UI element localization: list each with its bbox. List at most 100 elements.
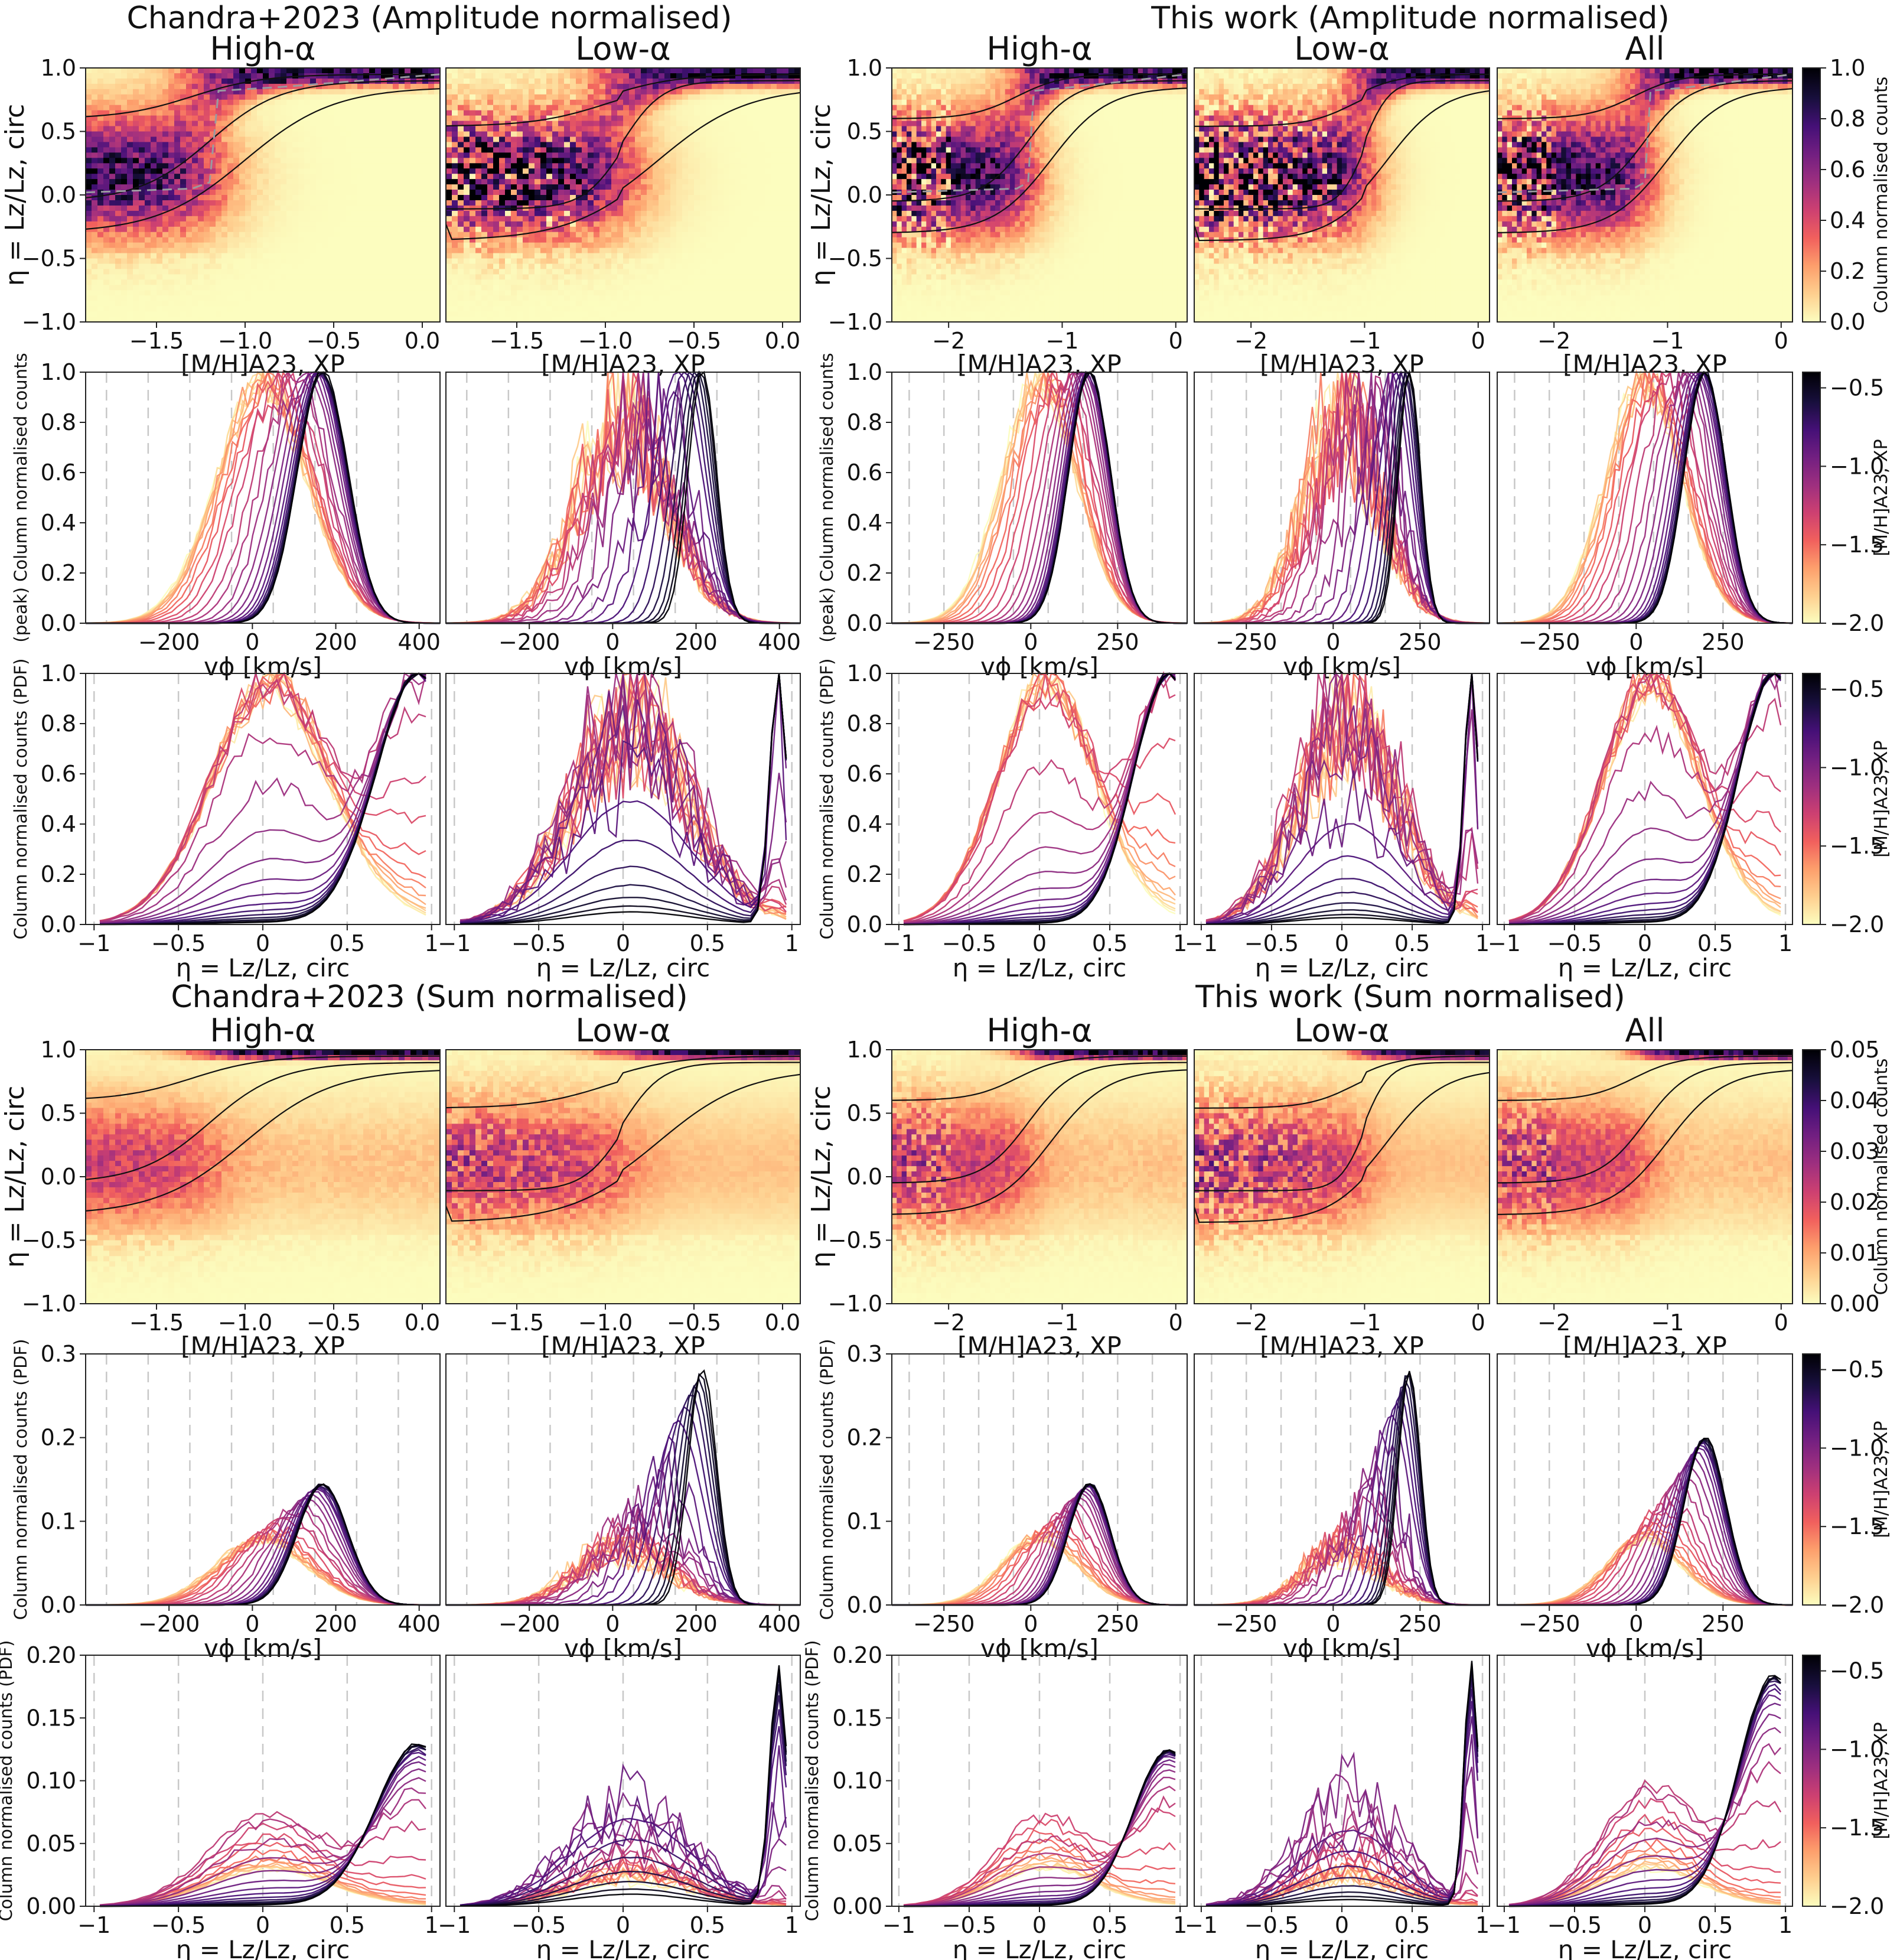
heatmap-cell [139, 73, 145, 79]
heatmap-cell [127, 259, 133, 265]
heatmap-cell [97, 158, 104, 164]
heatmap-cell [168, 211, 175, 217]
heatmap-cell [151, 110, 157, 116]
heatmap-cell [204, 211, 210, 217]
heatmap-cell [204, 200, 210, 206]
heatmap-cell [127, 274, 133, 280]
heatmap-cell [162, 89, 169, 95]
heatmap-cell [151, 206, 157, 211]
heatmap-cell [103, 126, 110, 132]
heatmap-cell [109, 79, 116, 84]
heatmap-cell [103, 285, 110, 291]
heatmap-cell [204, 195, 210, 201]
heatmap-cell [204, 269, 210, 275]
heatmap-cell [97, 105, 104, 111]
heatmap-cell [204, 279, 210, 285]
heatmap-cell [216, 95, 222, 100]
heatmap-cell [180, 121, 187, 127]
heatmap-cell [121, 100, 128, 106]
heatmap-cell [86, 126, 92, 132]
heatmap-cell [133, 269, 139, 275]
supertitle-this-sum: This work (Sum normalised) [1195, 979, 1625, 1015]
heatmap-cell [162, 279, 169, 285]
heatmap-cell [127, 243, 133, 249]
heatmap-cell [103, 306, 110, 312]
heatmap-cell [115, 132, 122, 138]
heatmap-cell [151, 237, 157, 243]
heatmap-cell [180, 211, 187, 217]
heatmap-cell [162, 147, 169, 153]
heatmap-cell [115, 142, 122, 148]
heatmap-cell [133, 206, 139, 211]
heatmap-cell [133, 237, 139, 243]
heatmap-cell [221, 95, 228, 100]
heatmap-cell [186, 116, 193, 122]
heatmap-cell [151, 168, 157, 174]
heatmap-cell [86, 216, 92, 222]
heatmap-cell [109, 68, 116, 74]
heatmap-cell [115, 126, 122, 132]
heatmap-cell [216, 190, 222, 196]
heatmap-cell [192, 132, 198, 138]
heatmap-cell [115, 285, 122, 291]
heatmap-cell [168, 158, 175, 164]
heatmap-cell [127, 195, 133, 201]
heatmap-cell [109, 126, 116, 132]
heatmap-cell [151, 269, 157, 275]
heatmap-cell [210, 195, 216, 201]
heatmap-cell [121, 105, 128, 111]
heatmap-cell [92, 84, 98, 90]
heatmap-cell [174, 290, 181, 296]
heatmap-cell [198, 227, 204, 233]
heatmap-cell [92, 152, 98, 158]
heatmap-cell [133, 100, 139, 106]
heatmap-cell [133, 295, 139, 301]
heatmap-cell [139, 95, 145, 100]
heatmap-cell [121, 264, 128, 270]
heatmap-cell [103, 105, 110, 111]
heatmap-cell [86, 232, 92, 238]
heatmap-cell [121, 116, 128, 122]
heatmap-cell [180, 89, 187, 95]
heatmap-cell [168, 142, 175, 148]
heatmap-cell [180, 269, 187, 275]
heatmap-cell [180, 243, 187, 249]
heatmap-cell [121, 184, 128, 190]
heatmap-cell [86, 95, 92, 100]
heatmap-cell [86, 206, 92, 211]
heatmap-cell [168, 301, 175, 307]
heatmap-cell [86, 248, 92, 254]
heatmap-cell [168, 248, 175, 254]
heatmap-cell [115, 211, 122, 217]
heatmap-cell [151, 142, 157, 148]
heatmap-cell [133, 301, 139, 307]
heatmap-cell [204, 68, 210, 74]
heatmap-cell [204, 168, 210, 174]
heatmap-cell [86, 68, 92, 74]
heatmap-cell [216, 227, 222, 233]
heatmap-cell [97, 163, 104, 169]
heatmap-cell [198, 79, 204, 84]
heatmap-cell [86, 100, 92, 106]
heatmap-cell [168, 95, 175, 100]
heatmap-cell [204, 105, 210, 111]
heatmap-cell [198, 269, 204, 275]
heatmap-cell [133, 137, 139, 143]
heatmap-cell [210, 158, 216, 164]
heatmap-cell [198, 211, 204, 217]
heatmap-cell [174, 79, 181, 84]
heatmap-cell [127, 142, 133, 148]
heatmap-cell [127, 89, 133, 95]
heatmap-cell [115, 306, 122, 312]
heatmap-cell [216, 147, 222, 153]
heatmap-cell [139, 168, 145, 174]
heatmap-cell [145, 279, 151, 285]
heatmap-cell [97, 84, 104, 90]
heatmap-cell [157, 216, 163, 222]
heatmap-cell [139, 79, 145, 84]
heatmap-cell [216, 168, 222, 174]
heatmap-cell [157, 206, 163, 211]
heatmap-cell [174, 132, 181, 138]
heatmap-cell [210, 306, 216, 312]
heatmap-cell [192, 158, 198, 164]
